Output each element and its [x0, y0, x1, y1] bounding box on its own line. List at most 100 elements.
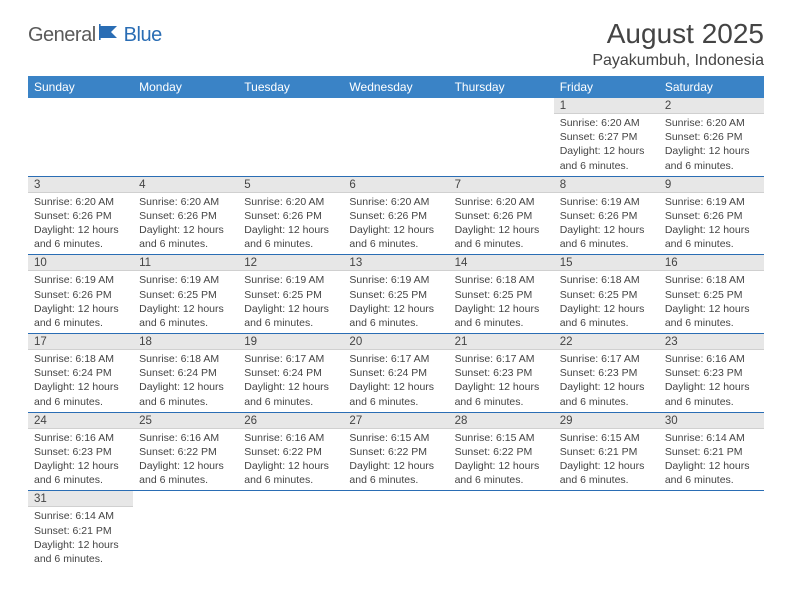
daylight-line-2: and 6 minutes. [665, 395, 758, 409]
daylight-line: Daylight: 12 hours [455, 302, 548, 316]
day-number: 21 [449, 334, 554, 350]
day-cell: 21Sunrise: 6:17 AMSunset: 6:23 PMDayligh… [449, 334, 554, 413]
daylight-line: Daylight: 12 hours [139, 223, 232, 237]
col-wednesday: Wednesday [343, 76, 448, 98]
daylight-line: Daylight: 12 hours [665, 380, 758, 394]
sunrise-line: Sunrise: 6:20 AM [455, 195, 548, 209]
sunset-line: Sunset: 6:26 PM [665, 130, 758, 144]
day-cell: 17Sunrise: 6:18 AMSunset: 6:24 PMDayligh… [28, 334, 133, 413]
day-detail: Sunrise: 6:16 AMSunset: 6:22 PMDaylight:… [133, 429, 238, 491]
col-tuesday: Tuesday [238, 76, 343, 98]
sunrise-line: Sunrise: 6:18 AM [455, 273, 548, 287]
day-number: 15 [554, 255, 659, 271]
sunrise-line: Sunrise: 6:14 AM [665, 431, 758, 445]
calendar-body: 1Sunrise: 6:20 AMSunset: 6:27 PMDaylight… [28, 98, 764, 569]
week-row: 17Sunrise: 6:18 AMSunset: 6:24 PMDayligh… [28, 334, 764, 413]
day-number: 13 [343, 255, 448, 271]
daylight-line-2: and 6 minutes. [34, 552, 127, 566]
day-cell: 14Sunrise: 6:18 AMSunset: 6:25 PMDayligh… [449, 255, 554, 334]
sunset-line: Sunset: 6:24 PM [244, 366, 337, 380]
day-cell: 19Sunrise: 6:17 AMSunset: 6:24 PMDayligh… [238, 334, 343, 413]
day-number: 26 [238, 413, 343, 429]
day-detail: Sunrise: 6:19 AMSunset: 6:26 PMDaylight:… [28, 271, 133, 333]
day-number: 31 [28, 491, 133, 507]
day-detail: Sunrise: 6:20 AMSunset: 6:27 PMDaylight:… [554, 114, 659, 176]
day-detail: Sunrise: 6:20 AMSunset: 6:26 PMDaylight:… [28, 193, 133, 255]
month-title: August 2025 [592, 18, 764, 50]
day-cell [554, 491, 659, 569]
daylight-line: Daylight: 12 hours [244, 380, 337, 394]
daylight-line: Daylight: 12 hours [560, 223, 653, 237]
daylight-line-2: and 6 minutes. [560, 395, 653, 409]
sunset-line: Sunset: 6:21 PM [665, 445, 758, 459]
sunrise-line: Sunrise: 6:16 AM [665, 352, 758, 366]
daylight-line-2: and 6 minutes. [139, 237, 232, 251]
sunset-line: Sunset: 6:26 PM [34, 209, 127, 223]
day-detail: Sunrise: 6:19 AMSunset: 6:25 PMDaylight:… [343, 271, 448, 333]
daylight-line-2: and 6 minutes. [34, 316, 127, 330]
daylight-line-2: and 6 minutes. [455, 473, 548, 487]
day-number: 24 [28, 413, 133, 429]
sunrise-line: Sunrise: 6:20 AM [665, 116, 758, 130]
sunset-line: Sunset: 6:26 PM [560, 209, 653, 223]
day-cell: 9Sunrise: 6:19 AMSunset: 6:26 PMDaylight… [659, 176, 764, 255]
sunset-line: Sunset: 6:25 PM [139, 288, 232, 302]
daylight-line: Daylight: 12 hours [244, 459, 337, 473]
day-detail: Sunrise: 6:20 AMSunset: 6:26 PMDaylight:… [659, 114, 764, 176]
day-cell: 22Sunrise: 6:17 AMSunset: 6:23 PMDayligh… [554, 334, 659, 413]
day-detail: Sunrise: 6:18 AMSunset: 6:24 PMDaylight:… [28, 350, 133, 412]
day-detail: Sunrise: 6:14 AMSunset: 6:21 PMDaylight:… [659, 429, 764, 491]
daylight-line-2: and 6 minutes. [244, 395, 337, 409]
sunset-line: Sunset: 6:22 PM [455, 445, 548, 459]
week-row: 31Sunrise: 6:14 AMSunset: 6:21 PMDayligh… [28, 491, 764, 569]
day-number: 25 [133, 413, 238, 429]
day-detail: Sunrise: 6:16 AMSunset: 6:22 PMDaylight:… [238, 429, 343, 491]
sunset-line: Sunset: 6:22 PM [349, 445, 442, 459]
day-cell: 28Sunrise: 6:15 AMSunset: 6:22 PMDayligh… [449, 412, 554, 491]
day-detail: Sunrise: 6:17 AMSunset: 6:23 PMDaylight:… [449, 350, 554, 412]
week-row: 1Sunrise: 6:20 AMSunset: 6:27 PMDaylight… [28, 98, 764, 176]
sunrise-line: Sunrise: 6:18 AM [560, 273, 653, 287]
day-number: 23 [659, 334, 764, 350]
daylight-line-2: and 6 minutes. [349, 395, 442, 409]
day-number: 5 [238, 177, 343, 193]
sunrise-line: Sunrise: 6:15 AM [349, 431, 442, 445]
sunset-line: Sunset: 6:24 PM [34, 366, 127, 380]
day-number: 12 [238, 255, 343, 271]
daylight-line: Daylight: 12 hours [349, 459, 442, 473]
sunrise-line: Sunrise: 6:16 AM [34, 431, 127, 445]
sunrise-line: Sunrise: 6:14 AM [34, 509, 127, 523]
day-cell [238, 491, 343, 569]
daylight-line-2: and 6 minutes. [349, 237, 442, 251]
day-header-row: Sunday Monday Tuesday Wednesday Thursday… [28, 76, 764, 98]
daylight-line: Daylight: 12 hours [560, 302, 653, 316]
day-cell: 11Sunrise: 6:19 AMSunset: 6:25 PMDayligh… [133, 255, 238, 334]
sunrise-line: Sunrise: 6:20 AM [139, 195, 232, 209]
week-row: 3Sunrise: 6:20 AMSunset: 6:26 PMDaylight… [28, 176, 764, 255]
day-detail: Sunrise: 6:17 AMSunset: 6:24 PMDaylight:… [238, 350, 343, 412]
sunrise-line: Sunrise: 6:15 AM [560, 431, 653, 445]
sunrise-line: Sunrise: 6:15 AM [455, 431, 548, 445]
daylight-line-2: and 6 minutes. [665, 237, 758, 251]
sunset-line: Sunset: 6:22 PM [244, 445, 337, 459]
sunset-line: Sunset: 6:26 PM [244, 209, 337, 223]
day-detail: Sunrise: 6:14 AMSunset: 6:21 PMDaylight:… [28, 507, 133, 569]
daylight-line: Daylight: 12 hours [34, 380, 127, 394]
day-cell [659, 491, 764, 569]
day-detail: Sunrise: 6:17 AMSunset: 6:24 PMDaylight:… [343, 350, 448, 412]
day-detail: Sunrise: 6:15 AMSunset: 6:22 PMDaylight:… [449, 429, 554, 491]
day-number: 22 [554, 334, 659, 350]
sunset-line: Sunset: 6:22 PM [139, 445, 232, 459]
day-cell: 7Sunrise: 6:20 AMSunset: 6:26 PMDaylight… [449, 176, 554, 255]
day-number: 29 [554, 413, 659, 429]
logo-text-blue: Blue [124, 24, 162, 47]
daylight-line: Daylight: 12 hours [455, 459, 548, 473]
col-friday: Friday [554, 76, 659, 98]
day-cell: 23Sunrise: 6:16 AMSunset: 6:23 PMDayligh… [659, 334, 764, 413]
daylight-line-2: and 6 minutes. [139, 395, 232, 409]
sunrise-line: Sunrise: 6:20 AM [34, 195, 127, 209]
logo: General Blue [28, 24, 162, 47]
day-detail: Sunrise: 6:20 AMSunset: 6:26 PMDaylight:… [133, 193, 238, 255]
sunrise-line: Sunrise: 6:16 AM [139, 431, 232, 445]
day-detail: Sunrise: 6:16 AMSunset: 6:23 PMDaylight:… [28, 429, 133, 491]
